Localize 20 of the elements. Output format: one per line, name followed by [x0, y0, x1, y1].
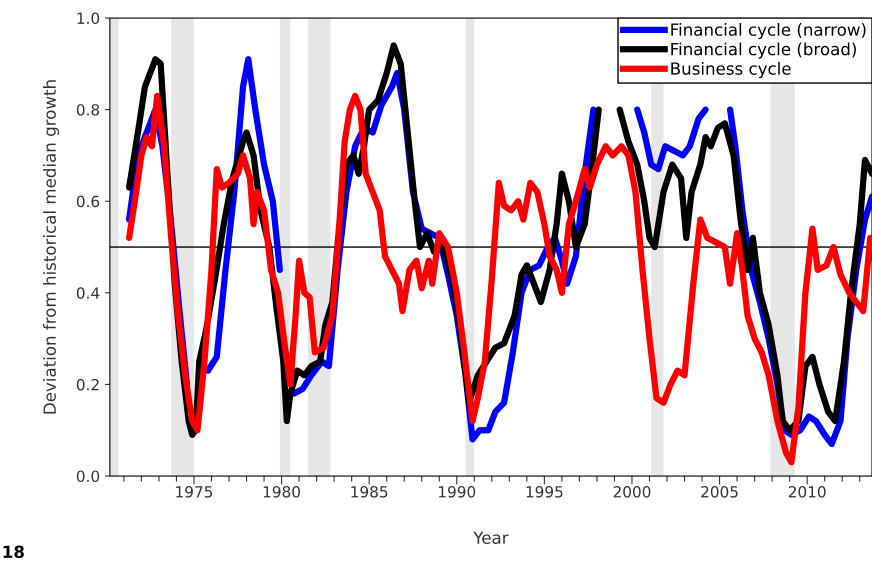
legend-label: Financial cycle (broad): [671, 42, 856, 59]
x-tick-label: 1995: [526, 486, 562, 498]
x-tick-label: 1985: [351, 486, 388, 498]
y-tick-label: 0.2: [76, 378, 99, 390]
x-tick-label: 2000: [614, 486, 650, 498]
x-axis-title: Year: [473, 532, 509, 544]
y-tick-label: 1.0: [78, 12, 100, 24]
x-tick-label: 2005: [701, 486, 738, 498]
x-tick-label: 1990: [439, 486, 476, 498]
legend-label: Financial cycle (narrow): [671, 23, 866, 40]
text: 18: [4, 545, 24, 558]
y-tick-label: 0.4: [76, 287, 100, 299]
y-tick-label: 0.0: [76, 470, 100, 482]
x-tick-label: 2010: [788, 486, 826, 498]
x-tick-label: 1975: [176, 486, 212, 498]
legend-label: Business cycle: [671, 62, 791, 78]
x-tick-label: 1980: [264, 486, 300, 498]
y-tick-label: 0.6: [76, 196, 100, 208]
y-tick-label: 0.8: [76, 104, 100, 116]
y-axis-title: Deviation from historical median growth: [43, 80, 60, 414]
